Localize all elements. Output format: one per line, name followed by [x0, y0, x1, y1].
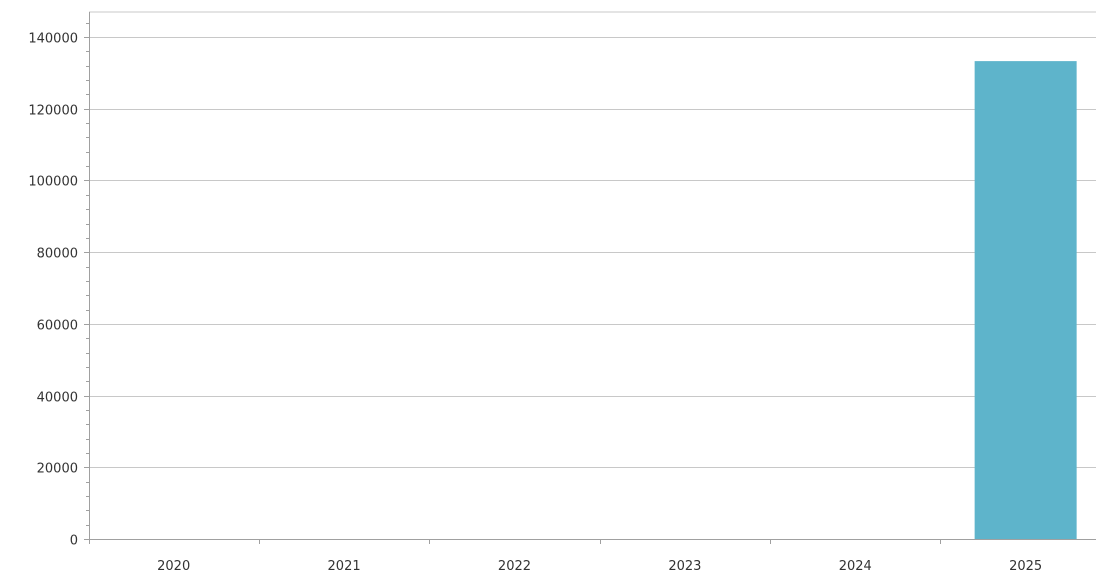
y-tick-label: 120000 [28, 104, 78, 119]
y-tick-label: 80000 [37, 247, 78, 262]
x-tick-label: 2022 [498, 559, 531, 574]
x-tick-label: 2020 [157, 559, 190, 574]
gridlines [89, 11, 1096, 468]
axes [84, 12, 1096, 544]
y-tick-label: 140000 [28, 32, 78, 47]
x-tick-label: 2023 [668, 559, 701, 574]
y-tick-label: 0 [70, 534, 78, 549]
x-tick-labels: 2020 2021 2022 2023 2024 2025 [157, 559, 1042, 574]
y-tick-label: 100000 [28, 175, 78, 190]
y-tick-label: 20000 [37, 462, 78, 477]
y-tick-label: 40000 [37, 391, 78, 406]
bars [974, 61, 1077, 540]
bar-2025 [974, 61, 1077, 540]
x-tick-label: 2025 [1009, 559, 1042, 574]
y-tick-label: 60000 [37, 319, 78, 334]
x-tick-label: 2021 [328, 559, 361, 574]
x-tick-label: 2024 [839, 559, 872, 574]
y-tick-labels: 0 20000 40000 60000 80000 100000 120000 140000 [28, 32, 78, 549]
